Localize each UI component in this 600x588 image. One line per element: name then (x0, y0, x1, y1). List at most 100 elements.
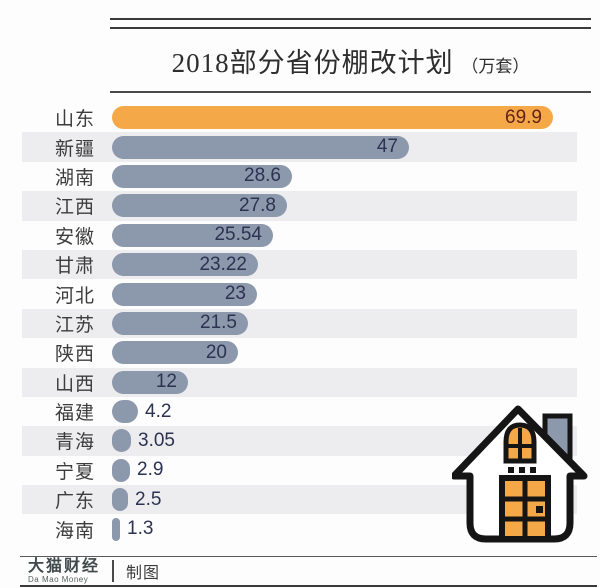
province-label: 陕西 (54, 344, 95, 366)
bar-value-label: 2.5 (135, 488, 162, 510)
chart-rows: 山东 69.9 新疆 47 湖南 28. (0, 103, 600, 544)
value-bar (112, 400, 138, 424)
chart-row: 陕西 20 (0, 338, 600, 367)
province-label: 湖南 (54, 167, 95, 189)
bar-wrap: 28.6 (112, 164, 292, 188)
bar-value-label: 69.9 (505, 106, 542, 128)
province-label: 青海 (54, 432, 95, 454)
bar-wrap: 23 (112, 282, 257, 306)
province-label: 河北 (54, 285, 95, 307)
chart-row: 福建 4.2 (0, 397, 600, 426)
bar-wrap: 69.9 (112, 106, 553, 130)
brand-name: 大猫财经 (28, 557, 101, 575)
row-stripe (22, 338, 577, 367)
chart-row: 江苏 21.5 (0, 308, 600, 339)
bar-value-label: 27.8 (239, 194, 276, 216)
bar-value-label: 23 (224, 283, 246, 305)
chart-title: 2018部分省份棚改计划 (171, 48, 454, 78)
footer: 大猫财经 Da Mao Money 制图 (20, 556, 597, 587)
bar-value-label: 25.54 (214, 224, 262, 246)
single-rule-divider (110, 91, 591, 93)
page-title: 2018部分省份棚改计划 （万套） (110, 41, 591, 80)
bar-wrap: 2.5 (112, 488, 162, 512)
row-stripe (22, 308, 577, 339)
bar-wrap: 2.9 (112, 458, 164, 482)
brand-subtitle: Da Mao Money (28, 574, 89, 584)
bar-value-label: 12 (155, 371, 177, 393)
value-bar: 27.8 (112, 194, 287, 218)
bar-value-label: 47 (376, 136, 398, 158)
row-stripe (22, 162, 577, 191)
value-bar: 28.6 (112, 164, 292, 188)
value-bar: 23.22 (112, 253, 258, 277)
row-stripe (22, 249, 577, 280)
bar-value-label: 23.22 (199, 253, 247, 275)
value-bar (112, 429, 131, 453)
bar-value-label: 21.5 (200, 312, 237, 334)
value-bar (112, 517, 120, 541)
chart-row: 安徽 25.54 (0, 221, 600, 250)
chart-row: 江西 27.8 (0, 191, 600, 221)
house-icon (452, 405, 588, 543)
bar-wrap: 12 (112, 370, 188, 394)
chart-row: 山西 12 (0, 367, 600, 397)
bar-wrap: 3.05 (112, 429, 175, 453)
value-bar: 47 (112, 135, 409, 159)
chart-row: 新疆 47 (0, 132, 600, 162)
house-door-knob (536, 506, 543, 513)
brand-logo: 大猫财经 Da Mao Money (28, 557, 101, 584)
house-dot (508, 467, 514, 473)
bar-wrap: 47 (112, 135, 409, 159)
row-stripe (22, 367, 577, 397)
province-label: 海南 (54, 520, 95, 542)
province-label: 甘肃 (54, 256, 95, 278)
province-label: 新疆 (54, 138, 95, 160)
value-bar: 12 (112, 370, 188, 394)
bar-wrap: 27.8 (112, 194, 287, 218)
province-label: 山西 (54, 373, 95, 395)
bar-value-label: 4.2 (145, 400, 172, 422)
bar-value-label: 1.3 (127, 518, 154, 540)
bar-wrap: 1.3 (112, 517, 154, 541)
bar-wrap: 20 (112, 341, 238, 365)
row-stripe (22, 221, 577, 250)
province-label: 江苏 (54, 314, 95, 336)
chart-row: 甘肃 23.22 (0, 249, 600, 280)
chart-row: 河北 23 (0, 279, 600, 308)
house-dot (530, 467, 536, 473)
chart-row: 山东 69.9 (0, 103, 600, 132)
row-stripe (22, 279, 577, 308)
value-bar: 23 (112, 282, 257, 306)
value-bar (112, 458, 130, 482)
province-label: 宁夏 (54, 461, 95, 483)
province-label: 福建 (54, 403, 95, 425)
footer-divider (112, 560, 115, 582)
bar-wrap: 21.5 (112, 311, 248, 335)
house-dot (519, 467, 525, 473)
value-bar: 21.5 (112, 311, 248, 335)
value-bar: 20 (112, 341, 238, 365)
province-label: 江西 (54, 197, 95, 219)
credit-label: 制图 (126, 565, 161, 582)
chart-row: 海南 1.3 (0, 514, 600, 543)
province-label: 安徽 (54, 226, 95, 248)
province-label: 广东 (54, 491, 95, 513)
bar-value-label: 20 (205, 341, 227, 363)
chart-header: 2018部分省份棚改计划 （万套） (110, 18, 591, 93)
bar-wrap: 4.2 (112, 400, 172, 424)
chart-row: 湖南 28.6 (0, 162, 600, 191)
bar-value-label: 3.05 (138, 429, 175, 451)
bar-wrap: 25.54 (112, 223, 273, 247)
chart-unit: （万套） (461, 57, 530, 76)
value-bar: 25.54 (112, 223, 273, 247)
chart-row: 宁夏 2.9 (0, 456, 600, 485)
value-bar (112, 488, 128, 512)
province-label: 山东 (54, 109, 95, 131)
bar-wrap: 23.22 (112, 253, 258, 277)
value-bar: 69.9 (112, 106, 553, 130)
row-stripe (22, 191, 577, 221)
double-rule-divider (110, 18, 591, 29)
bar-value-label: 28.6 (244, 165, 281, 187)
bar-value-label: 2.9 (137, 459, 164, 481)
